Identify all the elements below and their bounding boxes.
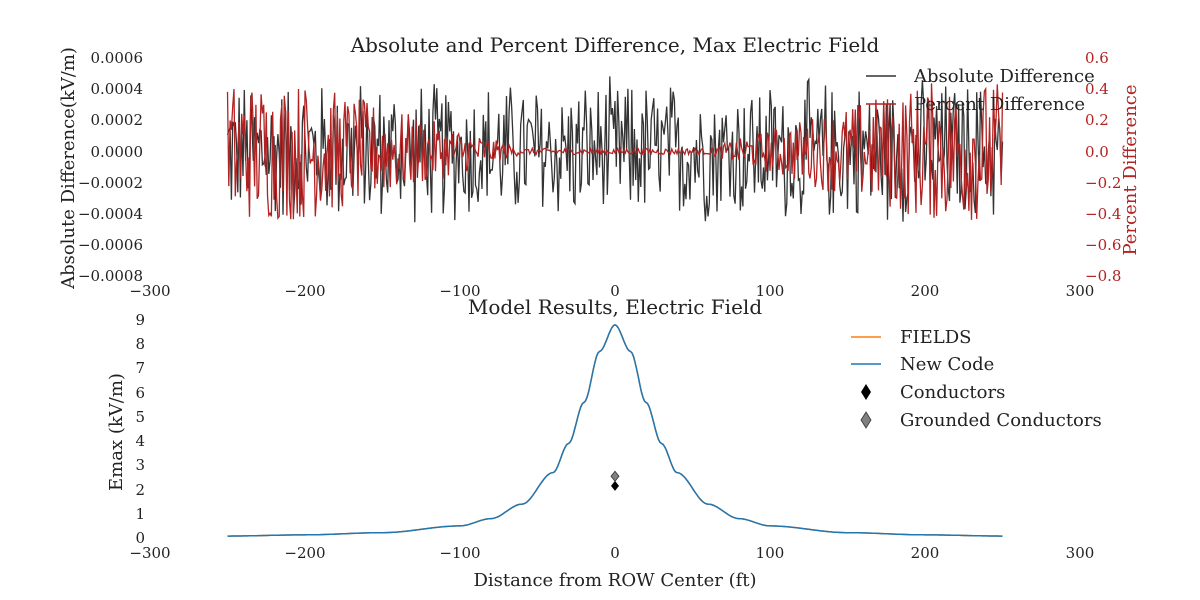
- fields-line: [227, 323, 1003, 537]
- top-x-tick: −200: [284, 282, 325, 300]
- bottom-x-tick: 200: [911, 544, 940, 562]
- bottom-panel: Model Results, Electric Field −300 −200 …: [106, 295, 1102, 591]
- legend-label-absolute-difference: Absolute Difference: [913, 66, 1095, 87]
- top-y2-tick: −0.6: [1085, 236, 1121, 254]
- legend-diamond-conductors: [861, 384, 871, 400]
- legend-label-conductors: Conductors: [900, 382, 1005, 403]
- top-y-tick: 0.0004: [91, 80, 144, 98]
- bottom-y-tick: 6: [135, 384, 145, 402]
- top-legend: Absolute Difference Percent Difference: [866, 66, 1095, 115]
- bottom-y-tick: 7: [135, 359, 145, 377]
- bottom-series-lines: [227, 323, 1003, 537]
- top-y-tick: 0.0006: [91, 49, 144, 67]
- legend-label-percent-difference: Percent Difference: [914, 94, 1085, 115]
- top-x-tick: 300: [1066, 282, 1095, 300]
- bottom-x-tick: 100: [756, 544, 785, 562]
- bottom-x-tick: −200: [284, 544, 325, 562]
- bottom-x-tick: 0: [610, 544, 620, 562]
- bottom-x-axis-label: Distance from ROW Center (ft): [473, 570, 756, 591]
- top-y-tick: 0.0002: [91, 111, 144, 129]
- top-y-tick: 0.0000: [91, 143, 144, 161]
- bottom-y-tick: 3: [135, 456, 145, 474]
- top-y-tick: −0.0004: [78, 205, 143, 223]
- grounded-conductor-marker: [610, 470, 620, 482]
- top-x-tick: 200: [911, 282, 940, 300]
- top-y2-tick: 0.0: [1085, 143, 1109, 161]
- legend-diamond-grounded-conductors: [860, 411, 872, 429]
- top-y-tick: −0.0006: [78, 236, 143, 254]
- bottom-y-tick: 5: [135, 408, 145, 426]
- top-y2-tick: 0.2: [1085, 111, 1109, 129]
- top-y-tick: −0.0002: [78, 174, 143, 192]
- top-x-tick: −100: [439, 282, 480, 300]
- bottom-y-tick: 4: [135, 432, 145, 450]
- legend-label-grounded-conductors: Grounded Conductors: [900, 410, 1102, 431]
- bottom-y-tick: 0: [135, 529, 145, 547]
- top-y2-tick: −0.2: [1085, 174, 1121, 192]
- bottom-y-tick: 1: [135, 505, 145, 523]
- top-y2-tick-labels: 0.6 0.4 0.2 0.0 −0.2 −0.4 −0.6 −0.8: [1085, 49, 1121, 285]
- bottom-x-tick: −100: [439, 544, 480, 562]
- top-y-axis-label: Absolute Difference(kV/m): [58, 47, 79, 290]
- top-x-tick: 0: [610, 282, 620, 300]
- top-y2-tick: 0.4: [1085, 80, 1109, 98]
- bottom-chart-title: Model Results, Electric Field: [468, 295, 762, 319]
- top-y-tick-labels: 0.0006 0.0004 0.0002 0.0000 −0.0002 −0.0…: [78, 49, 143, 285]
- bottom-x-tick-labels: −300 −200 −100 0 100 200 300: [129, 544, 1094, 562]
- new-code-line: [227, 323, 1003, 537]
- legend-label-new-code: New Code: [900, 354, 994, 375]
- bottom-y-axis-label: Emax (kV/m): [106, 373, 127, 491]
- top-x-tick-labels: −300 −200 −100 0 100 200 300: [129, 282, 1094, 300]
- top-x-tick: 100: [756, 282, 785, 300]
- top-y2-axis-label: Percent Difference: [1120, 84, 1141, 255]
- top-y2-tick: −0.8: [1085, 267, 1121, 285]
- top-series-lines: [226, 76, 1004, 223]
- bottom-y-tick-labels: 9 8 7 6 5 4 3 2 1 0: [135, 311, 145, 547]
- top-y2-tick: −0.4: [1085, 205, 1121, 223]
- bottom-x-tick: −300: [129, 544, 170, 562]
- top-x-tick: −300: [129, 282, 170, 300]
- top-chart-title: Absolute and Percent Difference, Max Ele…: [350, 33, 880, 57]
- top-y-tick: −0.0008: [78, 267, 143, 285]
- top-y2-tick: 0.6: [1085, 49, 1109, 67]
- bottom-y-tick: 2: [135, 481, 145, 499]
- percent-difference-line: [226, 83, 1004, 221]
- conductor-marker: [611, 480, 619, 491]
- bottom-legend: FIELDS New Code Conductors Grounded Cond…: [851, 327, 1102, 431]
- bottom-y-tick: 8: [135, 335, 145, 353]
- legend-label-fields: FIELDS: [900, 327, 971, 348]
- bottom-y-tick: 9: [135, 311, 145, 329]
- bottom-x-tick: 300: [1066, 544, 1095, 562]
- top-panel: Absolute and Percent Difference, Max Ele…: [58, 33, 1141, 300]
